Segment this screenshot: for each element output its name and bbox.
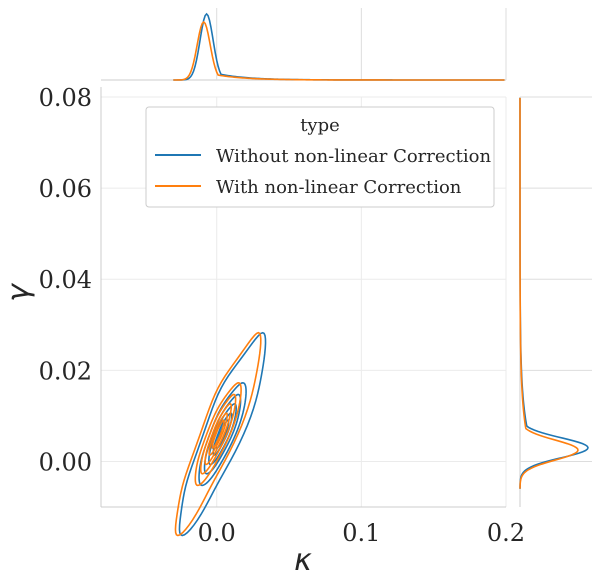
legend-label-with: With non-linear Correction (216, 177, 462, 198)
kde-series-with-correction (174, 331, 262, 537)
y-tick-label: 0.04 (39, 266, 92, 294)
x-axis-label: κ (294, 543, 312, 578)
legend-box (145, 106, 495, 208)
legend-title: type (300, 115, 340, 136)
kde-contour-level (194, 381, 242, 487)
y-tick-label: 0.00 (39, 448, 92, 476)
legend-label-without: Without non-linear Correction (216, 146, 491, 167)
kde-contour-level (208, 412, 228, 456)
kde-contour-level (178, 331, 267, 537)
y-tick-label: 0.02 (39, 357, 92, 385)
top-marginal-density (173, 12, 505, 81)
y-tick-label: 0.06 (39, 175, 92, 203)
kde-contour-level (199, 393, 237, 475)
kde-contour-level (211, 419, 225, 449)
top-marginal-plot (101, 8, 507, 81)
x-tick-label: 0.1 (342, 519, 380, 547)
top-marginal-density (173, 20, 505, 81)
right-marginal-density (519, 97, 579, 489)
right-marginal-density (519, 97, 589, 489)
y-tick-label: 0.08 (39, 84, 92, 112)
kde-contour-level (204, 402, 233, 466)
legend: type Without non-linear Correction With … (145, 106, 495, 208)
x-tick-label: 0.0 (198, 519, 236, 547)
y-axis-label: γ (1, 282, 36, 302)
kde-contour-level (174, 331, 262, 537)
x-tick-label: 0.2 (487, 519, 525, 547)
right-marginal-plot (519, 96, 592, 507)
